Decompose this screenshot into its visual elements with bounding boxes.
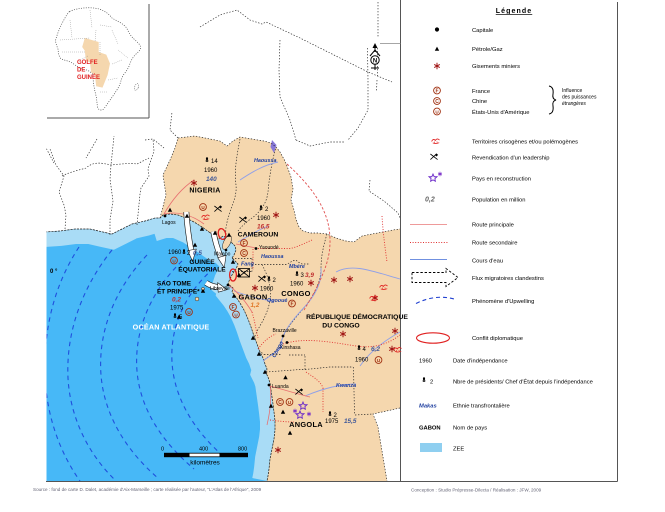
svg-text:14: 14 (211, 159, 218, 165)
svg-text:0 °: 0 ° (50, 269, 58, 275)
svg-text:Mbére: Mbére (289, 264, 305, 270)
svg-text:1960: 1960 (419, 359, 432, 365)
svg-text:0,2: 0,2 (425, 197, 435, 204)
svg-text:Nom de pays: Nom de pays (453, 426, 487, 432)
svg-text:0,2: 0,2 (172, 297, 181, 304)
svg-text:Territoires crisogènes et/ou p: Territoires crisogènes et/ou polémogènes (472, 140, 578, 146)
svg-text:4: 4 (363, 347, 367, 353)
svg-text:GOLFE: GOLFE (77, 60, 98, 66)
svg-text:Nbre de présidents/ Chef d'Éta: Nbre de présidents/ Chef d'État depuis l… (453, 379, 593, 386)
svg-text:2: 2 (187, 251, 191, 257)
svg-text:Chine: Chine (472, 99, 487, 105)
svg-text:Influence: Influence (562, 88, 583, 94)
svg-text:800: 800 (238, 447, 247, 453)
svg-text:Luanda: Luanda (272, 384, 289, 390)
svg-text:2: 2 (430, 380, 433, 386)
svg-text:Revendication d'un leadership: Revendication d'un leadership (472, 156, 550, 162)
svg-text:5: 5 (179, 315, 183, 321)
svg-text:400: 400 (199, 447, 208, 453)
svg-text:OCÉAN ATLANTIQUE: OCÉAN ATLANTIQUE (133, 323, 210, 332)
svg-text:SAO TOME: SAO TOME (157, 281, 192, 288)
svg-text:Conception : Studio Prépresse-: Conception : Studio Prépresse-Dilecta / … (411, 488, 542, 493)
svg-text:Ethnie transfrontalière: Ethnie transfrontalière (453, 404, 510, 410)
svg-text:Lagos: Lagos (162, 220, 176, 226)
svg-text:GABON: GABON (238, 293, 267, 302)
svg-text:Pays en reconstruction: Pays en reconstruction (472, 177, 531, 183)
svg-text:Pétrole/Gaz: Pétrole/Gaz (472, 47, 503, 53)
svg-text:États-Unis d'Amérique: États-Unis d'Amérique (472, 109, 530, 116)
svg-text:1975: 1975 (325, 419, 339, 425)
svg-text:Route secondaire: Route secondaire (472, 241, 517, 247)
svg-text:1960: 1960 (290, 282, 304, 288)
svg-text:Capitale: Capitale (472, 28, 493, 34)
svg-text:1975: 1975 (170, 306, 184, 312)
svg-text:Phénomène d'Upwelling: Phénomène d'Upwelling (472, 299, 534, 305)
svg-text:Date d'indépendance: Date d'indépendance (453, 359, 508, 365)
svg-text:Haoussa: Haoussa (261, 254, 283, 260)
svg-text:3,9: 3,9 (305, 272, 314, 279)
svg-text:3: 3 (301, 273, 305, 279)
svg-text:kilomètres: kilomètres (190, 460, 220, 467)
svg-text:ET PRINCIPE*: ET PRINCIPE* (157, 289, 200, 296)
svg-text:2: 2 (273, 278, 277, 284)
svg-text:Flux migratoires clandestins: Flux migratoires clandestins (472, 276, 544, 282)
svg-text:Route principale: Route principale (472, 223, 514, 229)
svg-text:1960: 1960 (355, 358, 369, 364)
svg-text:1960: 1960 (168, 250, 182, 256)
svg-text:1960: 1960 (204, 168, 218, 174)
svg-text:1960: 1960 (260, 287, 274, 293)
svg-text:Fang: Fang (241, 262, 255, 268)
svg-text:CAMEROUN: CAMEROUN (238, 232, 279, 239)
svg-text:GABON: GABON (419, 426, 441, 432)
svg-text:2: 2 (265, 207, 269, 213)
svg-text:Population en million: Population en million (472, 198, 526, 204)
svg-text:Yaoundé: Yaoundé (259, 245, 279, 251)
svg-text:étrangères: étrangères (562, 101, 586, 107)
svg-text:des puissances: des puissances (562, 95, 597, 101)
svg-text:France: France (472, 89, 490, 95)
svg-text:Kwanza: Kwanza (336, 383, 356, 389)
svg-text:GUINÉE: GUINÉE (77, 73, 100, 81)
svg-text:0,5: 0,5 (193, 250, 202, 257)
svg-text:RÉPUBLIQUE DÉMOCRATIQUE: RÉPUBLIQUE DÉMOCRATIQUE (306, 312, 408, 321)
svg-text:6,2: 6,2 (371, 346, 380, 353)
svg-text:Source : fond de carte D. Dale: Source : fond de carte D. Dalet, académi… (33, 487, 262, 492)
svg-text:DU CONGO: DU CONGO (322, 323, 359, 330)
svg-text:140: 140 (206, 176, 217, 183)
svg-text:Légende: Légende (496, 8, 532, 15)
svg-text:N: N (373, 59, 377, 65)
svg-text:Kinshasa: Kinshasa (280, 345, 301, 351)
svg-text:Malabo: Malabo (214, 252, 231, 258)
svg-text:15,5: 15,5 (344, 418, 357, 425)
svg-text:Ogooué: Ogooué (267, 298, 287, 304)
svg-text:0: 0 (161, 447, 164, 453)
svg-text:16,5: 16,5 (257, 224, 270, 231)
svg-text:ZEE: ZEE (453, 447, 464, 453)
svg-text:NIGERIA: NIGERIA (189, 188, 220, 195)
svg-text:GUINÉE: GUINÉE (189, 257, 215, 266)
svg-text:2: 2 (334, 413, 338, 419)
svg-text:Libreville: Libreville (210, 286, 230, 292)
svg-text:CONGO: CONGO (281, 289, 310, 298)
svg-text:Brazzaville: Brazzaville (273, 328, 297, 334)
svg-text:DE: DE (77, 68, 85, 74)
svg-text:Conflit diplomatique: Conflit diplomatique (472, 336, 523, 342)
svg-text:Gisements miniers: Gisements miniers (472, 64, 520, 70)
svg-text:ANGOLA: ANGOLA (289, 420, 323, 429)
svg-text:1,2: 1,2 (251, 302, 260, 309)
svg-text:Makas: Makas (419, 404, 438, 410)
svg-text:1960: 1960 (257, 216, 271, 222)
svg-text:Cours d'eau: Cours d'eau (472, 259, 503, 265)
svg-text:Haoussa: Haoussa (254, 158, 276, 164)
svg-text:ÉQUATORIALE: ÉQUATORIALE (178, 265, 226, 274)
